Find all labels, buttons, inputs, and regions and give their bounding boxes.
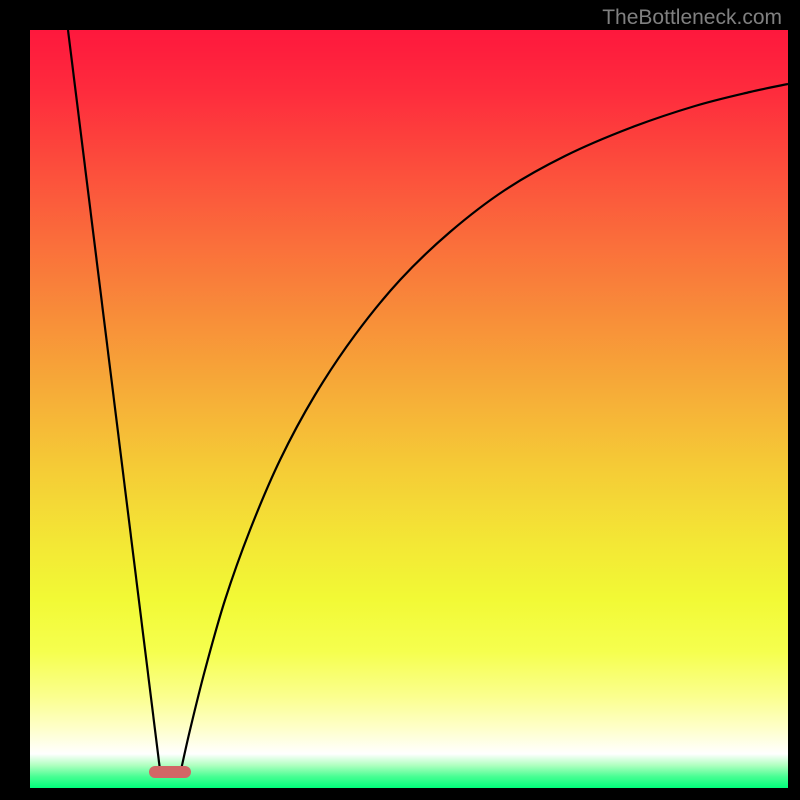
plot-area [30,30,788,788]
watermark-text: TheBottleneck.com [602,6,782,30]
right-curve [181,84,788,770]
minimum-marker [149,766,191,778]
curves-svg [30,30,788,788]
left-line [68,30,160,770]
chart-container: TheBottleneck.com [0,0,800,800]
